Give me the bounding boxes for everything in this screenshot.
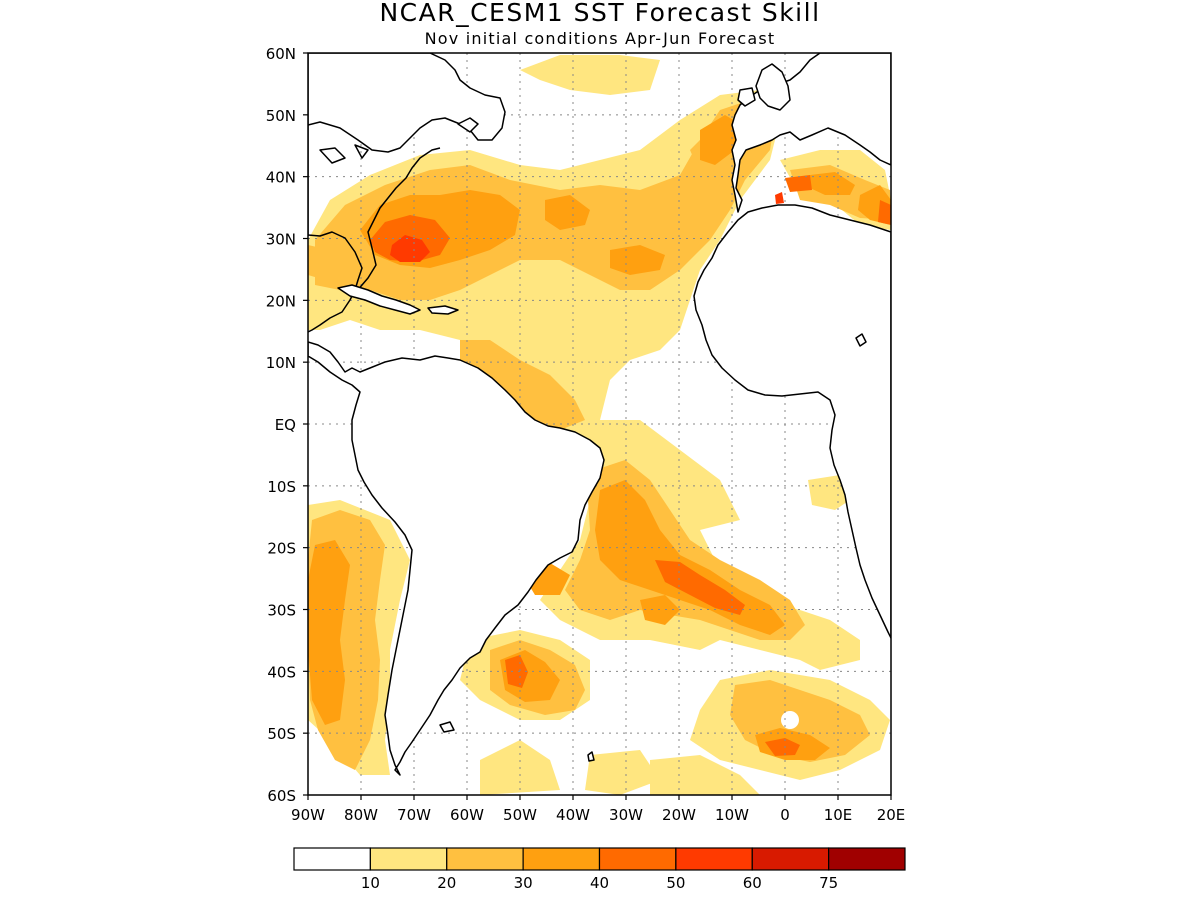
lat-tick-label: 20N [266, 292, 296, 310]
lon-tick-label: 20E [877, 806, 906, 824]
map-subtitle: Nov initial conditions Apr-Jun Forecast [425, 29, 776, 48]
colorbar-swatch [675, 847, 753, 871]
lon-tick-labels: 90W 80W 70W 60W 50W 40W 30W 20W 10W 0 10E 20E [291, 806, 905, 824]
colorbar-label: 75 [819, 874, 838, 892]
colorbar-label: 40 [590, 874, 609, 892]
coastlines [308, 53, 891, 776]
lat-tick-label: 50N [266, 107, 296, 125]
colorbar-swatch [751, 847, 830, 871]
colorbar-label: 60 [743, 874, 762, 892]
lat-tick-label: EQ [275, 416, 296, 434]
map-title: NCAR_CESM1 SST Forecast Skill [379, 0, 820, 27]
lon-tick-label: 90W [291, 806, 325, 824]
lat-tick-label: 60N [266, 45, 296, 63]
lat-tick-label: 10S [267, 478, 296, 496]
lon-tick-label: 80W [344, 806, 378, 824]
colorbar-label: 10 [361, 874, 380, 892]
colorbar-swatch [522, 847, 601, 871]
lon-tick-label: 50W [503, 806, 537, 824]
colorbar-swatch [293, 847, 371, 871]
tick-marks [303, 52, 892, 800]
lon-tick-label: 0 [780, 806, 790, 824]
colorbar-swatch [828, 847, 906, 871]
lon-tick-label: 20W [662, 806, 696, 824]
lon-tick-label: 60W [450, 806, 484, 824]
lon-tick-label: 40W [556, 806, 590, 824]
lat-tick-label: 20S [267, 540, 296, 558]
colorbar-swatch [446, 847, 524, 871]
lon-tick-label: 30W [609, 806, 643, 824]
lat-tick-label: 60S [267, 787, 296, 805]
lat-tick-label: 30S [267, 602, 296, 620]
colorbar-swatch [369, 847, 448, 871]
lat-tick-label: 40N [266, 169, 296, 187]
colorbar-label: 20 [437, 874, 456, 892]
skill-shading [308, 53, 891, 795]
lon-tick-label: 70W [397, 806, 431, 824]
lat-tick-labels: 60N 50N 40N 30N 20N 10N EQ 10S 20S 30S 40S 50S 60S [266, 45, 296, 805]
lat-tick-label: 40S [267, 663, 296, 681]
colorbar: 10 20 30 40 50 60 75 [293, 847, 906, 892]
colorbar-swatch [598, 847, 677, 871]
lat-tick-label: 50S [267, 725, 296, 743]
lon-tick-label: 10E [824, 806, 853, 824]
lat-tick-label: 10N [266, 354, 296, 372]
lon-tick-label: 10W [715, 806, 749, 824]
lat-tick-label: 30N [266, 231, 296, 249]
colorbar-label: 50 [666, 874, 685, 892]
colorbar-label: 30 [514, 874, 533, 892]
